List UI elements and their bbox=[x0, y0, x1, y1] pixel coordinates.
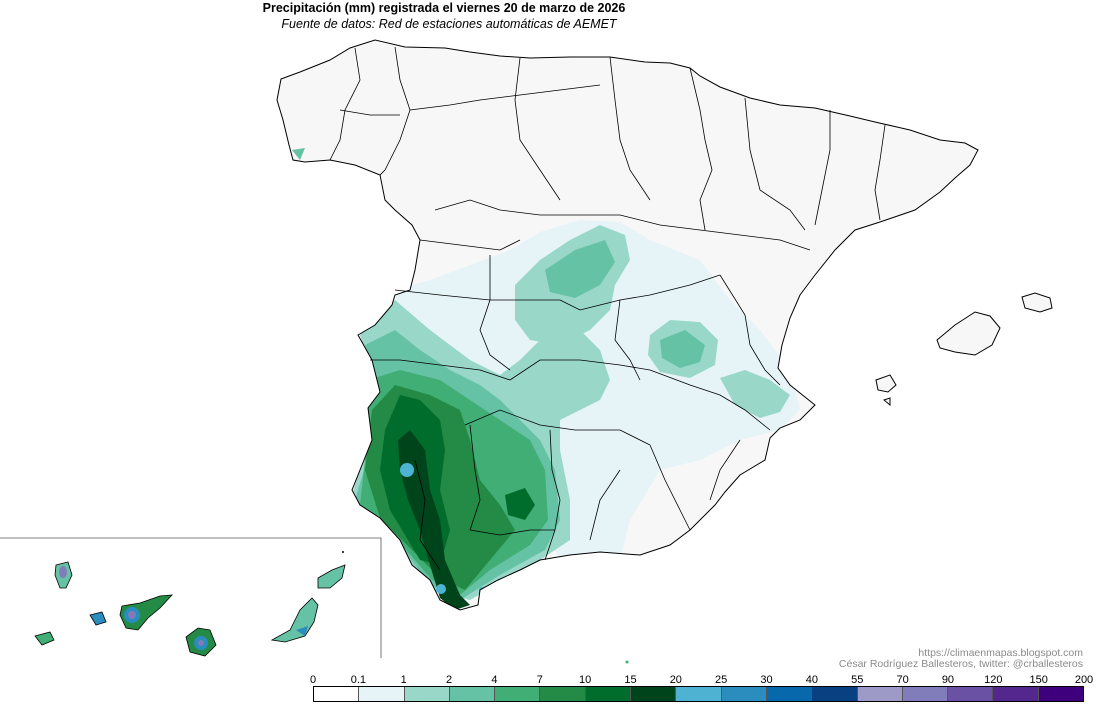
credit-text: https://climaenmapas.blogspot.com César … bbox=[839, 648, 1083, 670]
spain-outline bbox=[276, 39, 979, 611]
legend-swatch bbox=[404, 687, 450, 701]
precipitation-shading bbox=[352, 220, 800, 610]
legend-swatch bbox=[857, 687, 903, 701]
legend-bar bbox=[313, 686, 1084, 702]
canary-islands-inset bbox=[0, 537, 629, 664]
legend-tick-label: 7 bbox=[536, 674, 543, 686]
legend-tick-label: 20 bbox=[669, 674, 682, 686]
legend-tick-label: 4 bbox=[491, 674, 498, 686]
legend-swatch bbox=[993, 687, 1039, 701]
legend-swatch bbox=[314, 687, 360, 701]
legend-swatch bbox=[495, 687, 541, 701]
legend-tick-label: 2 bbox=[445, 674, 453, 686]
legend-swatch bbox=[449, 687, 496, 701]
legend-tick-label: 70 bbox=[896, 674, 909, 686]
legend-tick-label: 0.1 bbox=[350, 674, 366, 686]
map-subtitle: Fuente de datos: Red de estaciones autom… bbox=[281, 17, 617, 31]
legend-swatch bbox=[948, 687, 994, 701]
legend-swatch bbox=[902, 687, 949, 701]
color-legend: 0 0.1 1 2 4 7 10 15 20 25 30 40 55 70 90 120 150 200 bbox=[309, 674, 1093, 702]
legend-tick-label: 25 bbox=[715, 674, 728, 686]
legend-tick-label: 90 bbox=[941, 674, 955, 686]
legend-swatch bbox=[721, 687, 767, 701]
legend-tick-label: 10 bbox=[578, 674, 592, 686]
legend-ticks: 0 0.1 1 2 4 7 10 15 20 25 30 40 55 70 90 120 150 200 bbox=[309, 674, 1093, 686]
map-title: Precipitación (mm) registrada el viernes… bbox=[262, 1, 626, 15]
legend-swatch bbox=[540, 687, 586, 701]
credit-author: César Rodríguez Ballesteros, twitter: @c… bbox=[838, 658, 1083, 670]
credit-url: https://climaenmapas.blogspot.com bbox=[918, 647, 1083, 659]
legend-tick-label: 15 bbox=[624, 674, 637, 686]
legend-swatch bbox=[1038, 687, 1084, 701]
legend-tick-label: 200 bbox=[1074, 674, 1094, 686]
legend-swatch bbox=[359, 687, 405, 701]
legend-swatch bbox=[676, 687, 722, 701]
legend-tick-label: 55 bbox=[851, 674, 864, 686]
legend-tick-label: 0 bbox=[309, 674, 317, 686]
province-boundaries bbox=[329, 46, 886, 571]
legend-tick-label: 40 bbox=[805, 674, 818, 686]
legend-swatch bbox=[812, 687, 858, 701]
legend-swatch bbox=[631, 687, 677, 701]
legend-tick-label: 150 bbox=[1029, 674, 1048, 686]
balearic-islands bbox=[875, 292, 1053, 407]
legend-tick-label: 30 bbox=[760, 674, 773, 686]
legend-swatch bbox=[585, 687, 632, 701]
legend-tick-label: 120 bbox=[984, 674, 1003, 686]
legend-swatch bbox=[766, 687, 813, 701]
legend-tick-label: 1 bbox=[400, 674, 407, 686]
